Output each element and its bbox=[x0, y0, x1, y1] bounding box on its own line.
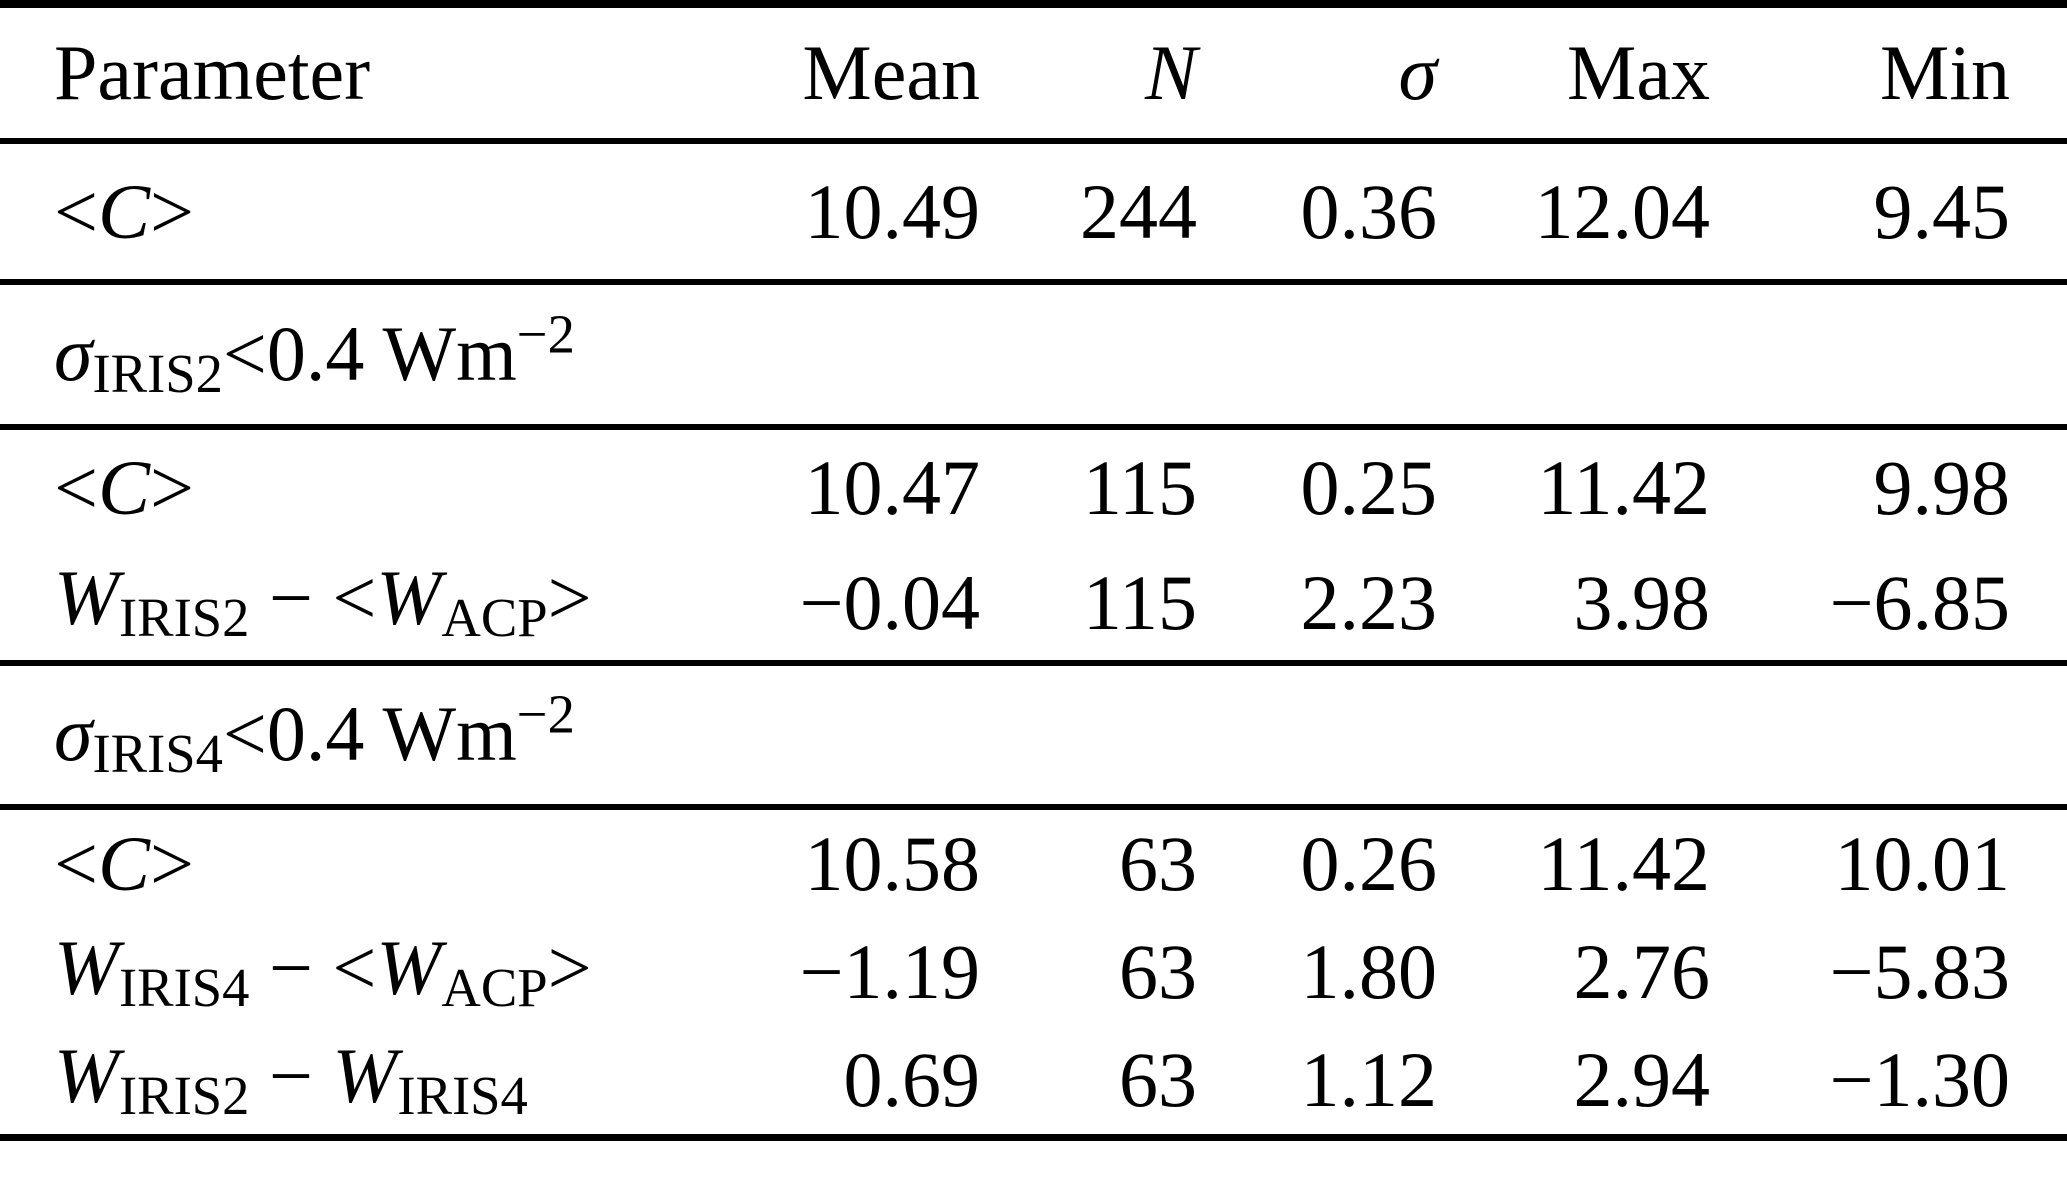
table-header: Parameter Mean N σ Max Min bbox=[0, 4, 2067, 141]
parameter-label: <C> bbox=[54, 443, 195, 531]
min-cell: 10.01 bbox=[1834, 819, 2011, 907]
section-condition-cell: σIRIS4<0.4 Wm−2 bbox=[0, 663, 2067, 807]
table-row: <C> 10.47 115 0.25 11.42 9.98 bbox=[0, 427, 2067, 545]
parameter-label: WIRIS4 − <WACP> bbox=[54, 923, 592, 1018]
min-cell: 9.45 bbox=[1873, 167, 2011, 255]
header-row: Parameter Mean N σ Max Min bbox=[0, 4, 2067, 141]
parameter-cell: <C> bbox=[0, 427, 700, 545]
section-condition-row: σIRIS2<0.4 Wm−2 bbox=[0, 282, 2067, 427]
parameter-cell: WIRIS2 − WIRIS4 bbox=[0, 1027, 700, 1137]
parameter-cell: <C> bbox=[0, 141, 700, 282]
col-header-parameter: Parameter bbox=[54, 29, 371, 116]
max-cell: 11.42 bbox=[1537, 443, 1710, 531]
sigma-cell: 2.23 bbox=[1300, 558, 1438, 646]
table-row: WIRIS2 − <WACP> −0.04 115 2.23 3.98 −6.8… bbox=[0, 545, 2067, 663]
n-cell: 63 bbox=[1119, 819, 1197, 907]
min-cell: −6.85 bbox=[1829, 558, 2011, 646]
parameter-cell: <C> bbox=[0, 807, 700, 917]
max-cell: 12.04 bbox=[1534, 167, 1711, 255]
mean-cell: 10.58 bbox=[804, 819, 981, 907]
sigma-cell: 1.12 bbox=[1300, 1036, 1438, 1124]
mean-cell: 0.69 bbox=[843, 1036, 981, 1124]
section-condition-label: σIRIS2<0.4 Wm−2 bbox=[54, 303, 575, 404]
sigma-cell: 0.36 bbox=[1300, 167, 1438, 255]
table-row: WIRIS4 − <WACP> −1.19 63 1.80 2.76 −5.83 bbox=[0, 917, 2067, 1027]
section-iris2-data: <C> 10.47 115 0.25 11.42 9.98 WIRIS2 − <… bbox=[0, 427, 2067, 663]
table-row: <C> 10.58 63 0.26 11.42 10.01 bbox=[0, 807, 2067, 917]
min-cell: −5.83 bbox=[1829, 928, 2011, 1015]
section-condition-row: σIRIS4<0.4 Wm−2 bbox=[0, 663, 2067, 807]
n-cell: 63 bbox=[1119, 1036, 1197, 1124]
mean-cell: 10.49 bbox=[804, 167, 981, 255]
max-cell: 2.76 bbox=[1573, 928, 1711, 1015]
parameter-label: WIRIS2 − WIRIS4 bbox=[54, 1031, 528, 1126]
col-header-min: Min bbox=[1879, 29, 2010, 116]
section-all-data: <C> 10.49 244 0.36 12.04 9.45 bbox=[0, 141, 2067, 282]
section-condition-label: σIRIS4<0.4 Wm−2 bbox=[54, 684, 575, 785]
parameter-cell: WIRIS4 − <WACP> bbox=[0, 917, 700, 1027]
n-cell: 115 bbox=[1082, 443, 1197, 531]
max-cell: 2.94 bbox=[1573, 1036, 1711, 1124]
section-condition-cell: σIRIS2<0.4 Wm−2 bbox=[0, 282, 2067, 427]
mean-cell: −0.04 bbox=[799, 558, 981, 646]
min-cell: −1.30 bbox=[1829, 1036, 2011, 1124]
min-cell: 9.98 bbox=[1873, 443, 2011, 531]
n-cell: 115 bbox=[1082, 558, 1197, 646]
col-header-mean: Mean bbox=[802, 29, 980, 116]
mean-cell: −1.19 bbox=[799, 928, 981, 1015]
table-row: WIRIS2 − WIRIS4 0.69 63 1.12 2.94 −1.30 bbox=[0, 1027, 2067, 1137]
table-row: <C> 10.49 244 0.36 12.04 9.45 bbox=[0, 141, 2067, 282]
col-header-sigma: σ bbox=[1197, 4, 1437, 141]
parameter-label: <C> bbox=[54, 167, 195, 255]
sigma-cell: 0.26 bbox=[1300, 819, 1438, 907]
max-cell: 3.98 bbox=[1573, 558, 1711, 646]
parameter-label: WIRIS2 − <WACP> bbox=[54, 554, 592, 649]
sigma-cell: 1.80 bbox=[1300, 928, 1438, 1015]
sigma-cell: 0.25 bbox=[1300, 443, 1438, 531]
mean-cell: 10.47 bbox=[804, 443, 981, 531]
col-header-n-label: N bbox=[1144, 29, 1197, 116]
section-header-iris4: σIRIS4<0.4 Wm−2 bbox=[0, 663, 2067, 807]
col-header-n: N bbox=[980, 4, 1197, 141]
n-cell: 63 bbox=[1119, 928, 1197, 1015]
n-cell: 244 bbox=[1080, 167, 1197, 255]
parameter-label: <C> bbox=[54, 819, 195, 907]
col-header-sigma-label: σ bbox=[1398, 29, 1437, 116]
max-cell: 11.42 bbox=[1537, 819, 1710, 907]
section-header-iris2: σIRIS2<0.4 Wm−2 bbox=[0, 282, 2067, 427]
statistics-table: Parameter Mean N σ Max Min <C> 10.49 244… bbox=[0, 0, 2067, 1141]
parameter-cell: WIRIS2 − <WACP> bbox=[0, 545, 700, 663]
col-header-max: Max bbox=[1567, 29, 1710, 116]
section-iris4-data: <C> 10.58 63 0.26 11.42 10.01 WIRIS4 − <… bbox=[0, 807, 2067, 1137]
